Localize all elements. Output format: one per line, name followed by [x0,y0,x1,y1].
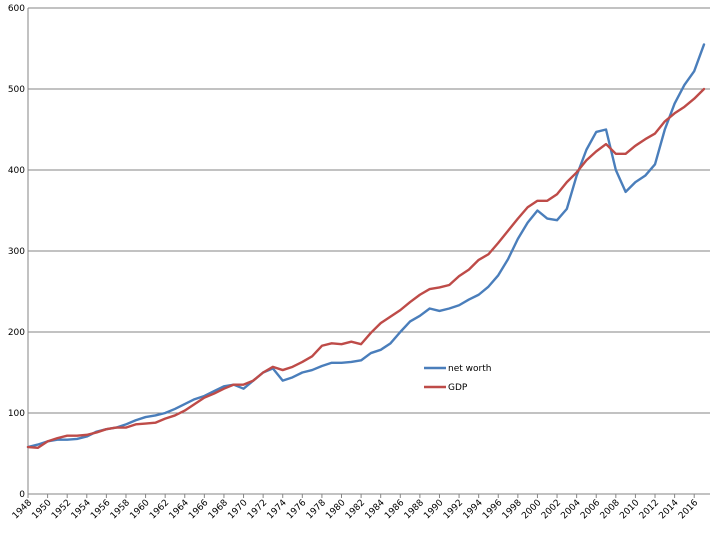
x-tick-label: 2002 [540,498,563,521]
x-tick-label: 1990 [422,498,445,521]
x-tick-label: 1962 [148,498,171,521]
x-tick-label: 1952 [50,498,73,521]
x-tick-label: 2004 [559,498,582,521]
y-tick-label: 500 [8,85,25,95]
y-tick-label: 600 [8,4,25,14]
x-tick-label: 1998 [501,498,524,521]
x-tick-label: 1992 [442,498,465,521]
x-tick-label: 1968 [207,498,230,521]
x-tick-label: 1982 [344,498,367,521]
x-tick-label: 1994 [462,498,485,521]
x-tick-label: 2016 [677,498,700,521]
x-tick-label: 1984 [364,498,387,521]
legend-label: GDP [448,383,468,393]
x-tick-label: 1980 [324,498,347,521]
x-tick-label: 1996 [481,498,504,521]
series-line-gdp [26,87,706,450]
gridlines [28,7,710,414]
x-tick-label: 1948 [11,498,34,521]
x-tick-label: 1970 [226,498,249,521]
series-lines [26,43,706,450]
x-tick-label: 1958 [109,498,132,521]
y-tick-label: 200 [8,328,25,338]
y-tick-label: 300 [8,247,25,257]
x-tick-label: 2000 [520,498,543,521]
x-tick-label: 1978 [305,498,328,521]
y-tick-label: 0 [19,490,25,500]
legend-label: net worth [448,364,491,374]
y-tick-label: 400 [8,166,25,176]
x-tick-label: 2006 [579,498,602,521]
x-tick-label: 1950 [30,498,53,521]
x-tick-label: 1960 [128,498,151,521]
x-tick-label: 1986 [383,498,406,521]
x-tick-label: 2008 [599,498,622,521]
x-tick-label: 1964 [168,498,191,521]
x-tick-label: 1954 [70,498,93,521]
x-axis-tick-labels: 1948195019521954195619581960196219641966… [11,494,701,521]
x-tick-label: 1974 [266,498,289,521]
x-tick-label: 2010 [618,498,641,521]
x-tick-label: 1956 [89,498,112,521]
x-tick-label: 1988 [403,498,426,521]
y-tick-label: 100 [8,409,25,419]
series-line-net-worth [26,43,706,449]
x-tick-label: 2014 [657,498,680,521]
x-tick-label: 1966 [187,498,210,521]
x-tick-label: 2012 [638,498,661,521]
legend: net worth GDP [424,364,491,393]
x-tick-label: 1976 [285,498,308,521]
x-tick-label: 1972 [246,498,269,521]
y-axis-tick-labels: 0 100 200 300 400 500 600 [8,4,25,500]
